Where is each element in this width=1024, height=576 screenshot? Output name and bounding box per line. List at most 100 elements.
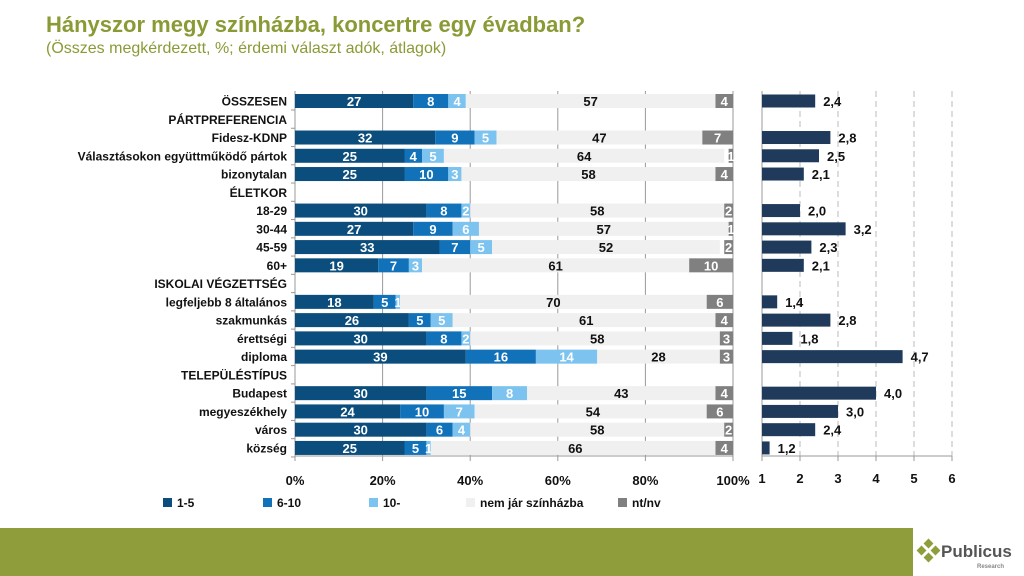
- bar-segment-nt-nv: [715, 94, 733, 108]
- mean-bar: [762, 222, 846, 236]
- mean-label: 2,8: [838, 313, 856, 328]
- mean-bar: [762, 404, 838, 418]
- data-label: 27: [347, 94, 361, 109]
- bar-segment-10-: [452, 221, 479, 236]
- category-label: Választásokon együttműködő pártok: [78, 149, 288, 163]
- category-label: 45-59: [256, 241, 287, 255]
- bar-segment-10-: [426, 440, 431, 455]
- category-label: 18-29: [256, 204, 287, 218]
- mean-label: 1,2: [778, 441, 796, 456]
- bar-segment-6-10: [426, 203, 462, 218]
- mean-label: 2,3: [819, 240, 837, 255]
- data-label: 7: [456, 404, 463, 419]
- x-tick-label: 20%: [370, 473, 396, 488]
- bar-segment-nt-nv: [706, 294, 733, 309]
- category-label: diploma: [241, 350, 287, 364]
- bar-segment-6-10: [400, 404, 444, 419]
- category-label: Fidesz-KDNP: [212, 131, 287, 145]
- bar-segment-nt-nv: [724, 240, 733, 255]
- data-label: 6: [462, 222, 469, 237]
- bar-segment-1-5: [295, 221, 414, 236]
- bar-segment-1-5: [295, 203, 427, 218]
- bar-segment-nt-nv: [715, 313, 733, 328]
- bar-segment-nem-j-r-sz-nh-zba: [470, 331, 725, 346]
- data-label: 8: [506, 386, 513, 401]
- mean-x-tick-label: 5: [910, 471, 917, 486]
- category-label: legfeljebb 8 általános: [166, 295, 288, 309]
- data-label: 19: [329, 258, 343, 273]
- bar-segment-nem-j-r-sz-nh-zba: [597, 349, 720, 364]
- bar-segment-1-5: [295, 313, 409, 328]
- legend-label: nem jár színházba: [480, 496, 584, 510]
- data-label: 25: [343, 149, 357, 164]
- mean-label: 1,8: [800, 331, 818, 346]
- data-label: 7: [714, 131, 721, 146]
- bar-segment-10-: [452, 422, 471, 437]
- bar-segment-nem-j-r-sz-nh-zba: [527, 386, 716, 401]
- category-label: község: [246, 441, 287, 455]
- bar-segment-6-10: [404, 148, 423, 163]
- bar-segment-6-10: [413, 221, 453, 236]
- mean-bar: [762, 331, 793, 345]
- data-label: 5: [478, 240, 485, 255]
- bar-segment-nt-nv: [715, 167, 733, 182]
- bar-segment-nt-nv: [719, 331, 733, 346]
- data-label: 10: [419, 167, 433, 182]
- bar-segment-1-5: [295, 148, 405, 163]
- mean-x-tick-label: 2: [796, 471, 803, 486]
- x-tick-label: 100%: [716, 473, 750, 488]
- bar-segment-nem-j-r-sz-nh-zba: [470, 203, 725, 218]
- data-label: 1: [727, 222, 734, 237]
- data-label: 58: [590, 331, 604, 346]
- data-label: 4: [721, 441, 729, 456]
- data-label: 52: [599, 240, 613, 255]
- data-label: 30: [353, 423, 367, 438]
- data-label: 9: [451, 131, 458, 146]
- category-label: megyeszékhely: [199, 405, 287, 419]
- data-label: 6: [716, 404, 723, 419]
- data-label: 30: [353, 204, 367, 219]
- bar-segment-6-10: [426, 422, 453, 437]
- bar-segment-6-10: [404, 440, 427, 455]
- bar-segment-1-5: [295, 240, 440, 255]
- bar-segment-1-5: [295, 404, 401, 419]
- legend-label: 10-: [383, 496, 400, 510]
- logo-text: Publicus: [941, 542, 1012, 561]
- chart-area: 0% 20% 40% 60% 80% 100%ÖSSZESEN 27 8 4 57 4PÁRTPRE…: [78, 91, 956, 510]
- bar-segment-6-10: [426, 386, 493, 401]
- bar-segment-6-10: [408, 313, 431, 328]
- bar-segment-6-10: [378, 258, 409, 273]
- data-label: 57: [597, 222, 611, 237]
- data-label: 58: [590, 204, 604, 219]
- legend-swatch: [369, 498, 378, 507]
- data-label: 18: [327, 295, 341, 310]
- category-label: ISKOLAI VÉGZETTSÉG: [154, 276, 287, 291]
- category-label: PÁRTPREFERENCIA: [168, 112, 287, 127]
- data-label: 4: [721, 94, 729, 109]
- data-label: 4: [721, 386, 729, 401]
- category-label: Budapest: [232, 387, 287, 401]
- mean-bar: [762, 313, 831, 327]
- data-label: 70: [546, 295, 560, 310]
- data-label: 9: [429, 222, 436, 237]
- publicus-logo: Publicus Research: [913, 528, 1024, 576]
- data-label: 54: [586, 404, 601, 419]
- category-label: bizonytalan: [221, 168, 287, 182]
- bar-segment-1-5: [295, 258, 379, 273]
- data-label: 39: [373, 350, 387, 365]
- data-label: 3: [723, 331, 730, 346]
- data-label: 3: [723, 350, 730, 365]
- data-label: 1: [727, 149, 734, 164]
- data-label: 5: [438, 313, 445, 328]
- bar-segment-nem-j-r-sz-nh-zba: [461, 167, 716, 182]
- data-label: 14: [559, 350, 574, 365]
- bar-segment-nem-j-r-sz-nh-zba: [443, 148, 725, 163]
- mean-x-tick-label: 1: [758, 471, 765, 486]
- data-label: 4: [410, 149, 418, 164]
- bar-segment-nem-j-r-sz-nh-zba: [422, 258, 690, 273]
- legend-label: 6-10: [277, 496, 301, 510]
- x-tick-label: 60%: [545, 473, 571, 488]
- data-label: 2: [725, 240, 732, 255]
- category-label: 60+: [267, 259, 287, 273]
- data-label: 66: [568, 441, 582, 456]
